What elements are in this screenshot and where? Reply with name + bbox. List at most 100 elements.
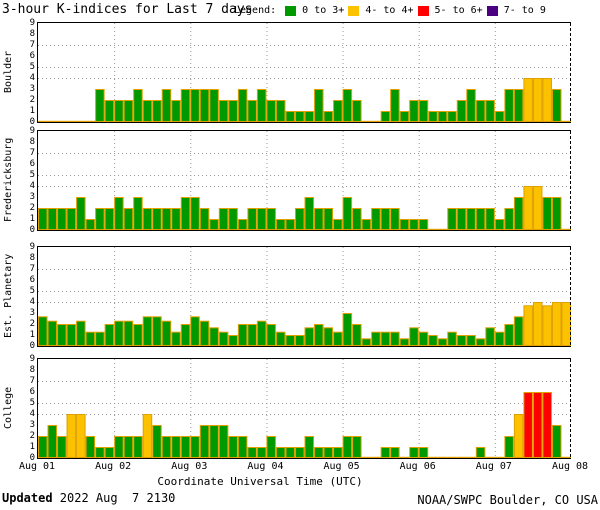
k-bar — [256, 208, 267, 230]
k-bar — [209, 425, 219, 458]
k-bar — [561, 120, 571, 122]
k-bar — [342, 89, 353, 122]
y-tick-label: 8 — [29, 365, 35, 375]
plot-area-fredericksburg — [38, 131, 571, 230]
y-tick-label: 6 — [29, 51, 35, 61]
k-bar — [314, 89, 324, 122]
y-tick-label: 0 — [29, 341, 35, 351]
k-bar — [304, 111, 315, 122]
k-bar — [409, 447, 419, 458]
y-tick-label: 6 — [29, 387, 35, 397]
y-tick-label: 7 — [29, 40, 35, 50]
k-bar — [190, 89, 200, 122]
y-tick-label: 7 — [29, 264, 35, 274]
k-bar — [256, 320, 267, 346]
k-bar — [523, 392, 533, 458]
k-bar — [447, 111, 457, 122]
station-label-est-planetary: Est. Planetary — [3, 253, 14, 338]
y-tick-label: 2 — [29, 431, 35, 441]
k-bar — [85, 436, 96, 458]
k-bar — [323, 447, 334, 458]
k-bar — [142, 208, 153, 230]
k-bar — [390, 208, 400, 230]
k-bar — [323, 111, 334, 122]
k-bar — [456, 100, 467, 122]
k-bar — [314, 447, 324, 458]
y-tick-label: 4 — [29, 409, 35, 419]
k-bar — [551, 425, 562, 458]
k-bar — [152, 425, 162, 458]
plot-area-college — [38, 359, 571, 458]
k-bar — [409, 327, 419, 346]
k-bar — [66, 324, 77, 346]
k-bar — [218, 331, 229, 346]
k-bar — [266, 324, 276, 346]
k-bar — [304, 436, 315, 458]
k-bar — [66, 414, 77, 458]
k-bar — [323, 208, 334, 230]
panel-fredericksburg — [37, 130, 571, 231]
k-bar — [304, 327, 315, 346]
k-bar — [133, 324, 143, 346]
k-bar — [390, 447, 400, 458]
k-bar — [437, 338, 448, 346]
k-bar — [361, 120, 372, 122]
k-bar — [513, 316, 524, 346]
station-label-fredericksburg: Fredericksburg — [3, 137, 14, 222]
k-bar — [494, 456, 505, 458]
y-tick-label: 9 — [29, 126, 35, 136]
k-bar — [171, 208, 181, 230]
k-bar — [542, 305, 552, 346]
k-bar — [380, 447, 391, 458]
k-bar — [95, 331, 105, 346]
k-bar — [390, 331, 400, 346]
k-bar — [228, 335, 238, 346]
k-bar — [475, 338, 486, 346]
k-bar — [352, 100, 362, 122]
k-bar — [209, 219, 219, 230]
y-tick-label: 0 — [29, 117, 35, 127]
k-bar — [66, 120, 77, 122]
day-label: Aug 04 — [247, 461, 284, 472]
y-tick-label: 1 — [29, 442, 35, 452]
k-bar — [466, 208, 476, 230]
k-bar — [266, 208, 276, 230]
y-tick-label: 3 — [29, 84, 35, 94]
k-bar — [409, 100, 419, 122]
k-bar — [114, 320, 124, 346]
y-tick-label: 7 — [29, 376, 35, 386]
k-bar — [418, 219, 429, 230]
k-bar — [352, 436, 362, 458]
y-tick-label: 5 — [29, 286, 35, 296]
k-bar — [228, 100, 238, 122]
k-bar — [123, 208, 134, 230]
k-bar — [428, 228, 438, 230]
k-bar — [152, 208, 162, 230]
k-bar — [190, 316, 200, 346]
k-bar — [361, 338, 372, 346]
k-bar — [485, 208, 495, 230]
page-title: 3-hour K-indices for Last 7 days — [2, 2, 253, 17]
y-tick-label: 1 — [29, 106, 35, 116]
k-bar — [456, 335, 467, 346]
k-bar — [95, 208, 105, 230]
k-bar — [485, 100, 495, 122]
legend-swatch — [348, 5, 360, 16]
k-bar — [38, 208, 48, 230]
k-bar — [456, 456, 467, 458]
k-bar — [504, 208, 514, 230]
k-bar — [333, 331, 343, 346]
k-bar — [399, 338, 410, 346]
k-bar — [161, 436, 172, 458]
k-bar — [447, 331, 457, 346]
k-bar — [247, 100, 257, 122]
k-bar — [294, 111, 305, 122]
k-bar — [180, 89, 191, 122]
k-bar — [133, 436, 143, 458]
k-bar — [152, 100, 162, 122]
k-bar — [171, 331, 181, 346]
y-tick-label: 3 — [29, 192, 35, 202]
k-bar — [142, 316, 153, 346]
y-tick-label: 2 — [29, 319, 35, 329]
